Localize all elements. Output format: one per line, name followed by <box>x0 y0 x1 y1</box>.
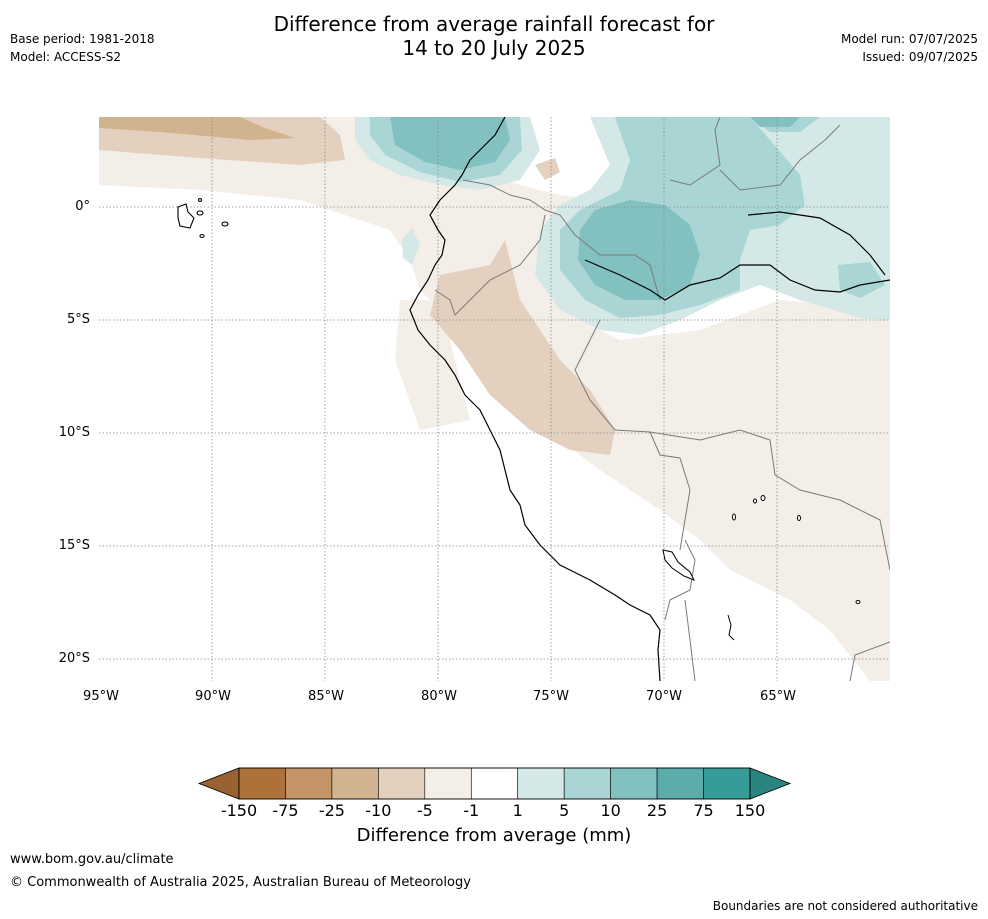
colorbar-tick-label: -25 <box>318 801 345 820</box>
lon-label-65w: 65°W <box>760 689 796 704</box>
colorbar <box>197 767 792 800</box>
lake-2 <box>753 498 757 504</box>
colorbar-label: Difference from average (mm) <box>356 825 632 846</box>
lake-5 <box>855 600 861 604</box>
border-ecuador-peru <box>434 214 546 316</box>
lat-label-20s: 20°S <box>58 651 90 666</box>
river-amazon <box>584 259 890 301</box>
lon-label-75w: 75°W <box>533 689 569 704</box>
model-run: Model run: 07/07/2025 <box>840 32 978 46</box>
lat-label-0: 0° <box>75 199 90 214</box>
lake-3 <box>732 513 736 521</box>
wet-zone-strong-coast <box>390 117 510 170</box>
country-borders <box>434 117 890 681</box>
title-line-1: Difference from average rainfall forecas… <box>273 12 715 36</box>
lon-label-70w: 70°W <box>646 689 682 704</box>
colorbar-under-arrow <box>197 767 240 800</box>
salt-flat <box>727 614 735 641</box>
lat-label-15s: 15°S <box>58 538 90 553</box>
meta-right: Model run: 07/07/2025 Issued: 09/07/2025 <box>841 30 978 66</box>
colorbar-swatch <box>703 767 751 800</box>
colorbar-swatch <box>424 767 472 800</box>
lon-label-80w: 80°W <box>421 689 457 704</box>
lake-titicaca <box>662 549 696 581</box>
border-chile-bolivia <box>664 539 696 621</box>
colorbar-swatch <box>378 767 426 800</box>
border-chile-argentina <box>684 599 696 681</box>
island-isabela <box>177 203 195 229</box>
lat-label-5s: 5°S <box>66 312 90 327</box>
lat-label-10s: 10°S <box>58 425 90 440</box>
bolivia-lakes <box>727 495 861 641</box>
colorbar-tick-label: -150 <box>220 801 258 820</box>
dry-zone-medium-blob <box>535 158 560 180</box>
colorbar-tick-label: -75 <box>272 801 299 820</box>
wet-zone-strong-north <box>750 117 800 127</box>
lon-label-90w: 90°W <box>195 689 231 704</box>
colorbar-swatch <box>563 767 611 800</box>
colorbar-swatch <box>238 767 286 800</box>
river-negro <box>747 211 886 276</box>
border-colombia-ecuador <box>462 179 661 301</box>
border-venezuela-brazil <box>719 124 841 191</box>
coastline <box>409 117 890 681</box>
dry-zone-light-west-strip <box>395 300 470 430</box>
colorbar-swatch <box>517 767 565 800</box>
colorbar-swatch <box>470 767 519 800</box>
colorbar-tick-label: 75 <box>693 801 714 820</box>
graticule <box>99 117 890 681</box>
island-san-cristobal <box>221 221 229 227</box>
lon-label-95w: 95°W <box>83 689 119 704</box>
model-name: Model: ACCESS-S2 <box>10 50 122 64</box>
colorbar-over-arrow <box>749 767 792 800</box>
colorbar-tick-label: -10 <box>365 801 392 820</box>
island-santiago <box>197 197 203 203</box>
colorbar-swatches <box>238 767 751 800</box>
footer-url[interactable]: www.bom.gov.au/climate <box>10 852 174 867</box>
colorbar-swatch <box>656 767 704 800</box>
galapagos-islands <box>177 197 229 239</box>
border-colombia-venezuela <box>669 117 721 186</box>
wet-zone-strong-interior <box>578 200 700 300</box>
meta-left: Base period: 1981-2018 Model: ACCESS-S2 <box>10 30 155 66</box>
colorbar-swatch <box>331 767 379 800</box>
colorbar-tick-label: 5 <box>559 801 570 820</box>
colorbar-swatch <box>610 767 658 800</box>
colorbar-tick-label: 25 <box>646 801 668 820</box>
colorbar-tick-label: 1 <box>512 801 523 820</box>
issued-date: Issued: 09/07/2025 <box>862 50 978 64</box>
footer-copyright: © Commonwealth of Australia 2025, Austra… <box>10 875 471 890</box>
map-title: Difference from average rainfall forecas… <box>0 12 988 60</box>
colorbar-tick-label: 150 <box>734 801 766 820</box>
title-line-2: 14 to 20 July 2025 <box>402 36 586 60</box>
lake-1 <box>760 495 766 501</box>
map-area <box>99 117 890 681</box>
dry-zone-light-north <box>99 117 890 681</box>
colorbar-tick-label: -5 <box>416 801 433 820</box>
border-paraguay <box>849 641 890 681</box>
colorbar-tick-label: -1 <box>463 801 480 820</box>
island-santa-cruz <box>196 210 204 216</box>
colorbar-swatch <box>285 767 333 800</box>
lon-label-85w: 85°W <box>308 689 344 704</box>
dry-zone-strong <box>99 117 295 140</box>
island-floreana <box>199 233 205 239</box>
footer-disclaimer: Boundaries are not considered authoritat… <box>712 899 978 913</box>
colorbar-tick-label: 10 <box>600 801 621 820</box>
border-brazil-bolivia <box>649 429 890 571</box>
lake-4 <box>797 515 801 521</box>
colorbar-outline <box>238 767 751 800</box>
coastline-pacific <box>409 117 661 681</box>
wet-zone-light-islet <box>402 228 420 265</box>
base-period: Base period: 1981-2018 <box>10 32 155 46</box>
